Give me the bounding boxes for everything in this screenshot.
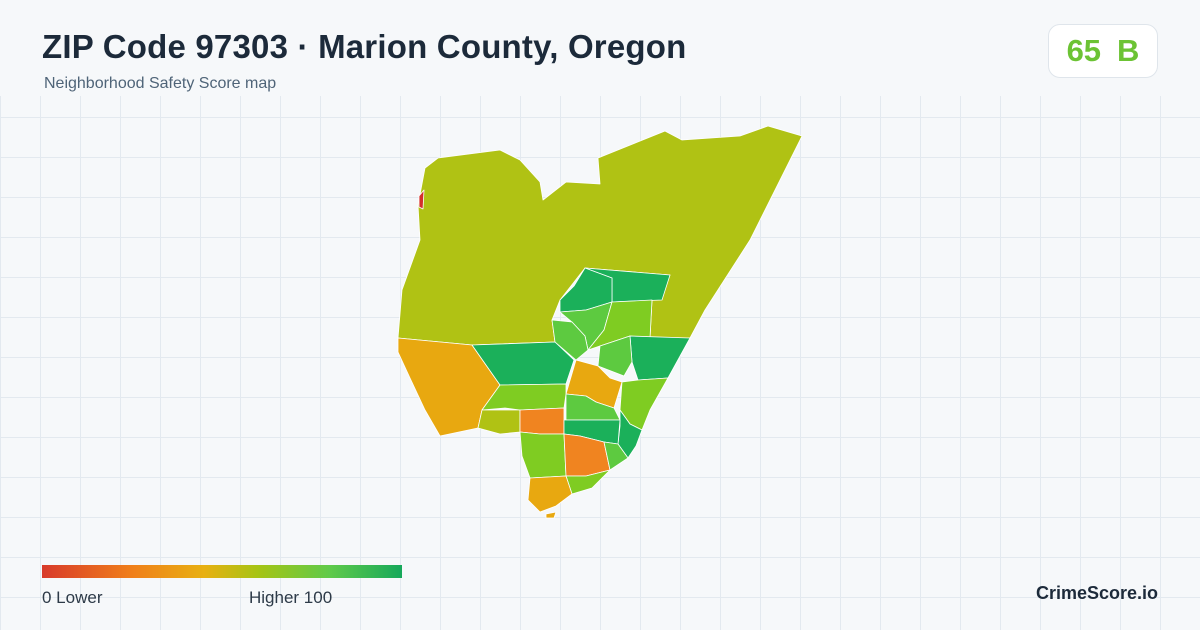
- region-east-5[interactable]: [617, 409, 643, 459]
- region-south-2[interactable]: [603, 441, 629, 471]
- region-nc-5[interactable]: [551, 319, 589, 361]
- header-band: [0, 0, 1200, 96]
- region-sw-1[interactable]: [477, 409, 521, 435]
- region-east-1[interactable]: [629, 335, 691, 381]
- legend-color-bar: [42, 565, 402, 578]
- region-central[interactable]: [471, 341, 575, 386]
- region-sw-orange[interactable]: [519, 407, 565, 435]
- region-west-sliver[interactable]: [418, 189, 425, 210]
- page-subtitle: Neighborhood Safety Score map: [44, 75, 277, 92]
- legend-min-label: 0 Lower: [42, 588, 103, 607]
- score-grade: B: [1117, 33, 1140, 68]
- brand-logo-text[interactable]: CrimeScore.io: [1035, 583, 1158, 603]
- score-value: 65: [1066, 33, 1102, 68]
- legend-max-label: Higher 100: [249, 588, 333, 607]
- score-badge: 65 B: [1048, 24, 1158, 78]
- region-south-yellow[interactable]: [527, 475, 573, 513]
- region-sw-2[interactable]: [519, 431, 567, 479]
- region-east-2[interactable]: [597, 335, 633, 377]
- page-title: ZIP Code 97303 · Marion County, Oregon: [42, 28, 687, 65]
- region-south-tip[interactable]: [545, 511, 557, 519]
- zip-region: [397, 125, 803, 519]
